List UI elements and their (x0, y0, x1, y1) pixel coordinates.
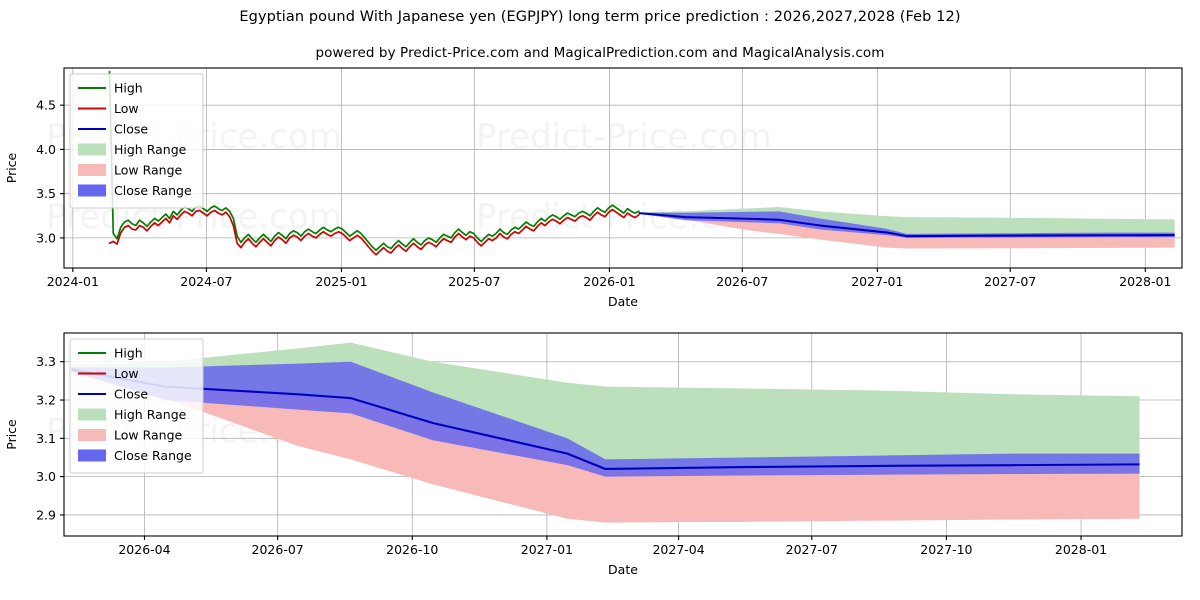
x-tick-label: 2027-07 (984, 274, 1036, 289)
forecast-detail-chart: Predict-Price.comPredict-Price.com2.93.0… (0, 326, 1200, 600)
close-range-band (638, 211, 1175, 238)
legend-patch-swatch (78, 184, 106, 197)
x-tick-label: 2026-07 (252, 542, 304, 557)
legend-patch-swatch (78, 143, 106, 156)
y-axis-label: Price (4, 152, 19, 183)
axes: 3.0 3.5 4.0 4.5 2024-01 2024-07 2025-01 2025-07… (4, 98, 1171, 309)
y-tick-label: 3.1 (36, 431, 56, 446)
x-tick-label: 2025-01 (315, 274, 367, 289)
close-range-band (71, 361, 1140, 477)
page-title: Egyptian pound With Japanese yen (EGPJPY… (239, 9, 961, 25)
svg-text:Predict-Price.com: Predict-Price.com (476, 117, 772, 157)
y-tick-label: 3.5 (36, 186, 56, 201)
y-axis-label: Price (4, 419, 19, 450)
legend-patch-swatch (78, 164, 106, 176)
forecast-close-line (71, 368, 1140, 471)
x-tick-label: 2027-01 (851, 274, 903, 289)
chart-legend: High Low Close High Range Low Range Close Ran… (69, 338, 204, 474)
legend-label: Low (114, 101, 139, 116)
legend-label: High (114, 346, 143, 361)
y-tick-label: 3.3 (36, 354, 56, 369)
legend-patch-swatch (78, 429, 106, 441)
x-tick-label: 2026-01 (583, 274, 635, 289)
legend-label: High Range (114, 407, 187, 422)
x-tick-label: 2028-01 (1119, 274, 1171, 289)
chart-legend: High Low Close High Range Low Range Close Ran… (69, 73, 204, 209)
legend-label: Low (114, 366, 139, 381)
x-axis-label: Date (608, 294, 638, 309)
x-tick-label: 2026-07 (716, 274, 768, 289)
x-axis-label: Date (608, 562, 638, 577)
x-tick-label: 2025-07 (448, 274, 500, 289)
legend-label: Low Range (114, 163, 183, 178)
legend-patch-swatch (78, 408, 106, 421)
legend-patch-swatch (78, 449, 106, 462)
x-tick-label: 2027-10 (920, 542, 972, 557)
forecast-close-line (638, 212, 1175, 238)
y-tick-label: 3.2 (36, 393, 56, 408)
legend-label: Close (114, 387, 148, 402)
legend-label: Low Range (114, 428, 183, 443)
y-tick-label: 3.0 (36, 469, 56, 484)
y-tick-label: 2.9 (36, 507, 56, 522)
x-tick-label: 2027-04 (652, 542, 704, 557)
x-tick-label: 2026-04 (118, 542, 170, 557)
axes: 2.9 3.0 3.1 3.2 3.3 2026-04 2026-07 2026-10 2027… (4, 354, 1107, 577)
y-tick-label: 3.0 (36, 230, 56, 245)
y-tick-label: 4.5 (36, 98, 56, 113)
legend-label: Close (114, 122, 148, 137)
history-low-line (108, 208, 640, 256)
y-tick-label: 4.0 (36, 142, 56, 157)
x-tick-label: 2026-10 (386, 542, 438, 557)
x-tick-label: 2027-01 (521, 542, 573, 557)
page-subtitle: powered by Predict-Price.com and Magical… (315, 45, 885, 61)
overview-chart: Predict-Price.comPredict-Price.comPredic… (0, 62, 1200, 322)
legend-label: Close Range (114, 448, 192, 463)
legend-label: High Range (114, 142, 187, 157)
x-tick-label: 2024-01 (47, 274, 99, 289)
legend-label: High (114, 81, 143, 96)
x-tick-label: 2027-07 (786, 542, 838, 557)
x-tick-label: 2024-07 (180, 274, 232, 289)
legend-label: Close Range (114, 183, 192, 198)
x-tick-label: 2028-01 (1055, 542, 1107, 557)
